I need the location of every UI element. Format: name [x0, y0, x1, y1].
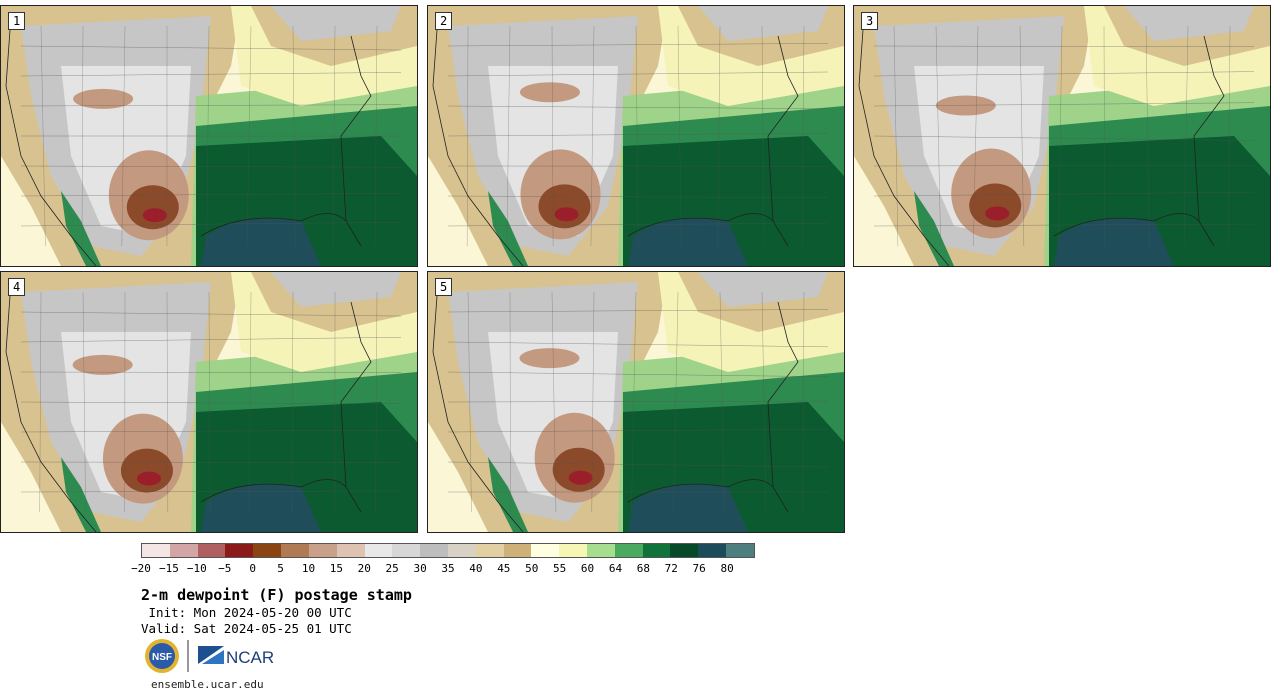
colorbar-segment — [670, 544, 699, 557]
footer-url: ensemble.ucar.edu — [151, 678, 264, 691]
colorbar-tick-label: 80 — [720, 562, 734, 575]
colorbar-tick-label: −20 — [131, 562, 151, 575]
init-time: Init: Mon 2024-05-20 00 UTC — [141, 605, 352, 620]
colorbar-segment — [197, 544, 226, 557]
colorbar-segment — [420, 544, 448, 557]
colorbar-tick-label: 68 — [636, 562, 650, 575]
colorbar-segment — [531, 544, 560, 557]
dewpoint-map — [854, 6, 1270, 266]
colorbar-segment — [447, 544, 476, 557]
dewpoint-map — [1, 272, 417, 532]
colorbar-tick-label: −5 — [218, 562, 232, 575]
colorbar-tick-label: 60 — [580, 562, 595, 575]
stamp-member-3: 3 — [853, 5, 1271, 267]
colorbar-tick-label: 10 — [301, 562, 316, 575]
member-number: 1 — [8, 12, 26, 30]
colorbar-tick-label: 15 — [329, 562, 343, 575]
colorbar-segment — [726, 544, 754, 557]
nsf-logo-text: NSF — [152, 652, 172, 663]
colorbar-segment — [587, 544, 615, 557]
colorbar-segment — [642, 544, 671, 557]
colorbar-tick-label: 5 — [277, 562, 284, 575]
member-number: 3 — [861, 12, 879, 30]
stamp-member-4: 4 — [0, 271, 418, 533]
page-title: 2-m dewpoint (F) postage stamp — [141, 586, 412, 604]
colorbar-tick-label: 55 — [553, 562, 567, 575]
colorbar-tick-label: 0 — [249, 562, 256, 575]
nsf-logo-icon: NSF — [145, 639, 179, 673]
colorbar-segment — [253, 544, 282, 557]
colorbar-segment — [225, 544, 254, 557]
member-number: 4 — [8, 278, 26, 296]
colorbar-tick-label: −10 — [186, 562, 207, 575]
colorbar-segment — [308, 544, 337, 557]
colorbar-segment — [614, 544, 643, 557]
colorbar-tick-label: 40 — [469, 562, 483, 575]
colorbar-segment — [559, 544, 587, 557]
colorbar-segment — [475, 544, 504, 557]
colorbar-tick-label: 25 — [385, 562, 399, 575]
stamp-member-5: 5 — [427, 271, 845, 533]
member-number: 5 — [435, 278, 453, 296]
member-number: 2 — [435, 12, 453, 30]
colorbar-tick-label: 45 — [497, 562, 511, 575]
colorbar-tick-label: 64 — [608, 562, 623, 575]
colorbar-tick-label: 35 — [441, 562, 455, 575]
stamp-member-1: 1 — [0, 5, 418, 267]
dewpoint-map — [1, 6, 417, 266]
colorbar — [141, 543, 755, 558]
colorbar-tick-label: 20 — [357, 562, 371, 575]
colorbar-tick-label: 30 — [413, 562, 427, 575]
colorbar-tick-label: 72 — [664, 562, 678, 575]
dewpoint-map — [428, 272, 844, 532]
colorbar-segment — [336, 544, 365, 557]
stamp-member-2: 2 — [427, 5, 845, 267]
colorbar-tick-label: 76 — [692, 562, 706, 575]
colorbar-segment — [169, 544, 198, 557]
colorbar-segment — [698, 544, 727, 557]
ncar-logo-icon: NCAR — [198, 646, 274, 667]
colorbar-segment — [392, 544, 421, 557]
colorbar-tick-label: 50 — [525, 562, 539, 575]
logos: NSF NCAR — [144, 638, 274, 674]
colorbar-ticks: −20 −15 −10 −5 0 5 10 15 20 25 30 35 40 45 50 55 60 64 68 7… — [131, 562, 755, 576]
ncar-logo-text: NCAR — [226, 648, 274, 667]
colorbar-tick-label: −15 — [158, 562, 179, 575]
dewpoint-map — [428, 6, 844, 266]
colorbar-segment — [281, 544, 309, 557]
colorbar-segment — [142, 544, 170, 557]
colorbar-segment — [503, 544, 532, 557]
valid-time: Valid: Sat 2024-05-25 01 UTC — [141, 621, 352, 636]
colorbar-segment — [364, 544, 393, 557]
